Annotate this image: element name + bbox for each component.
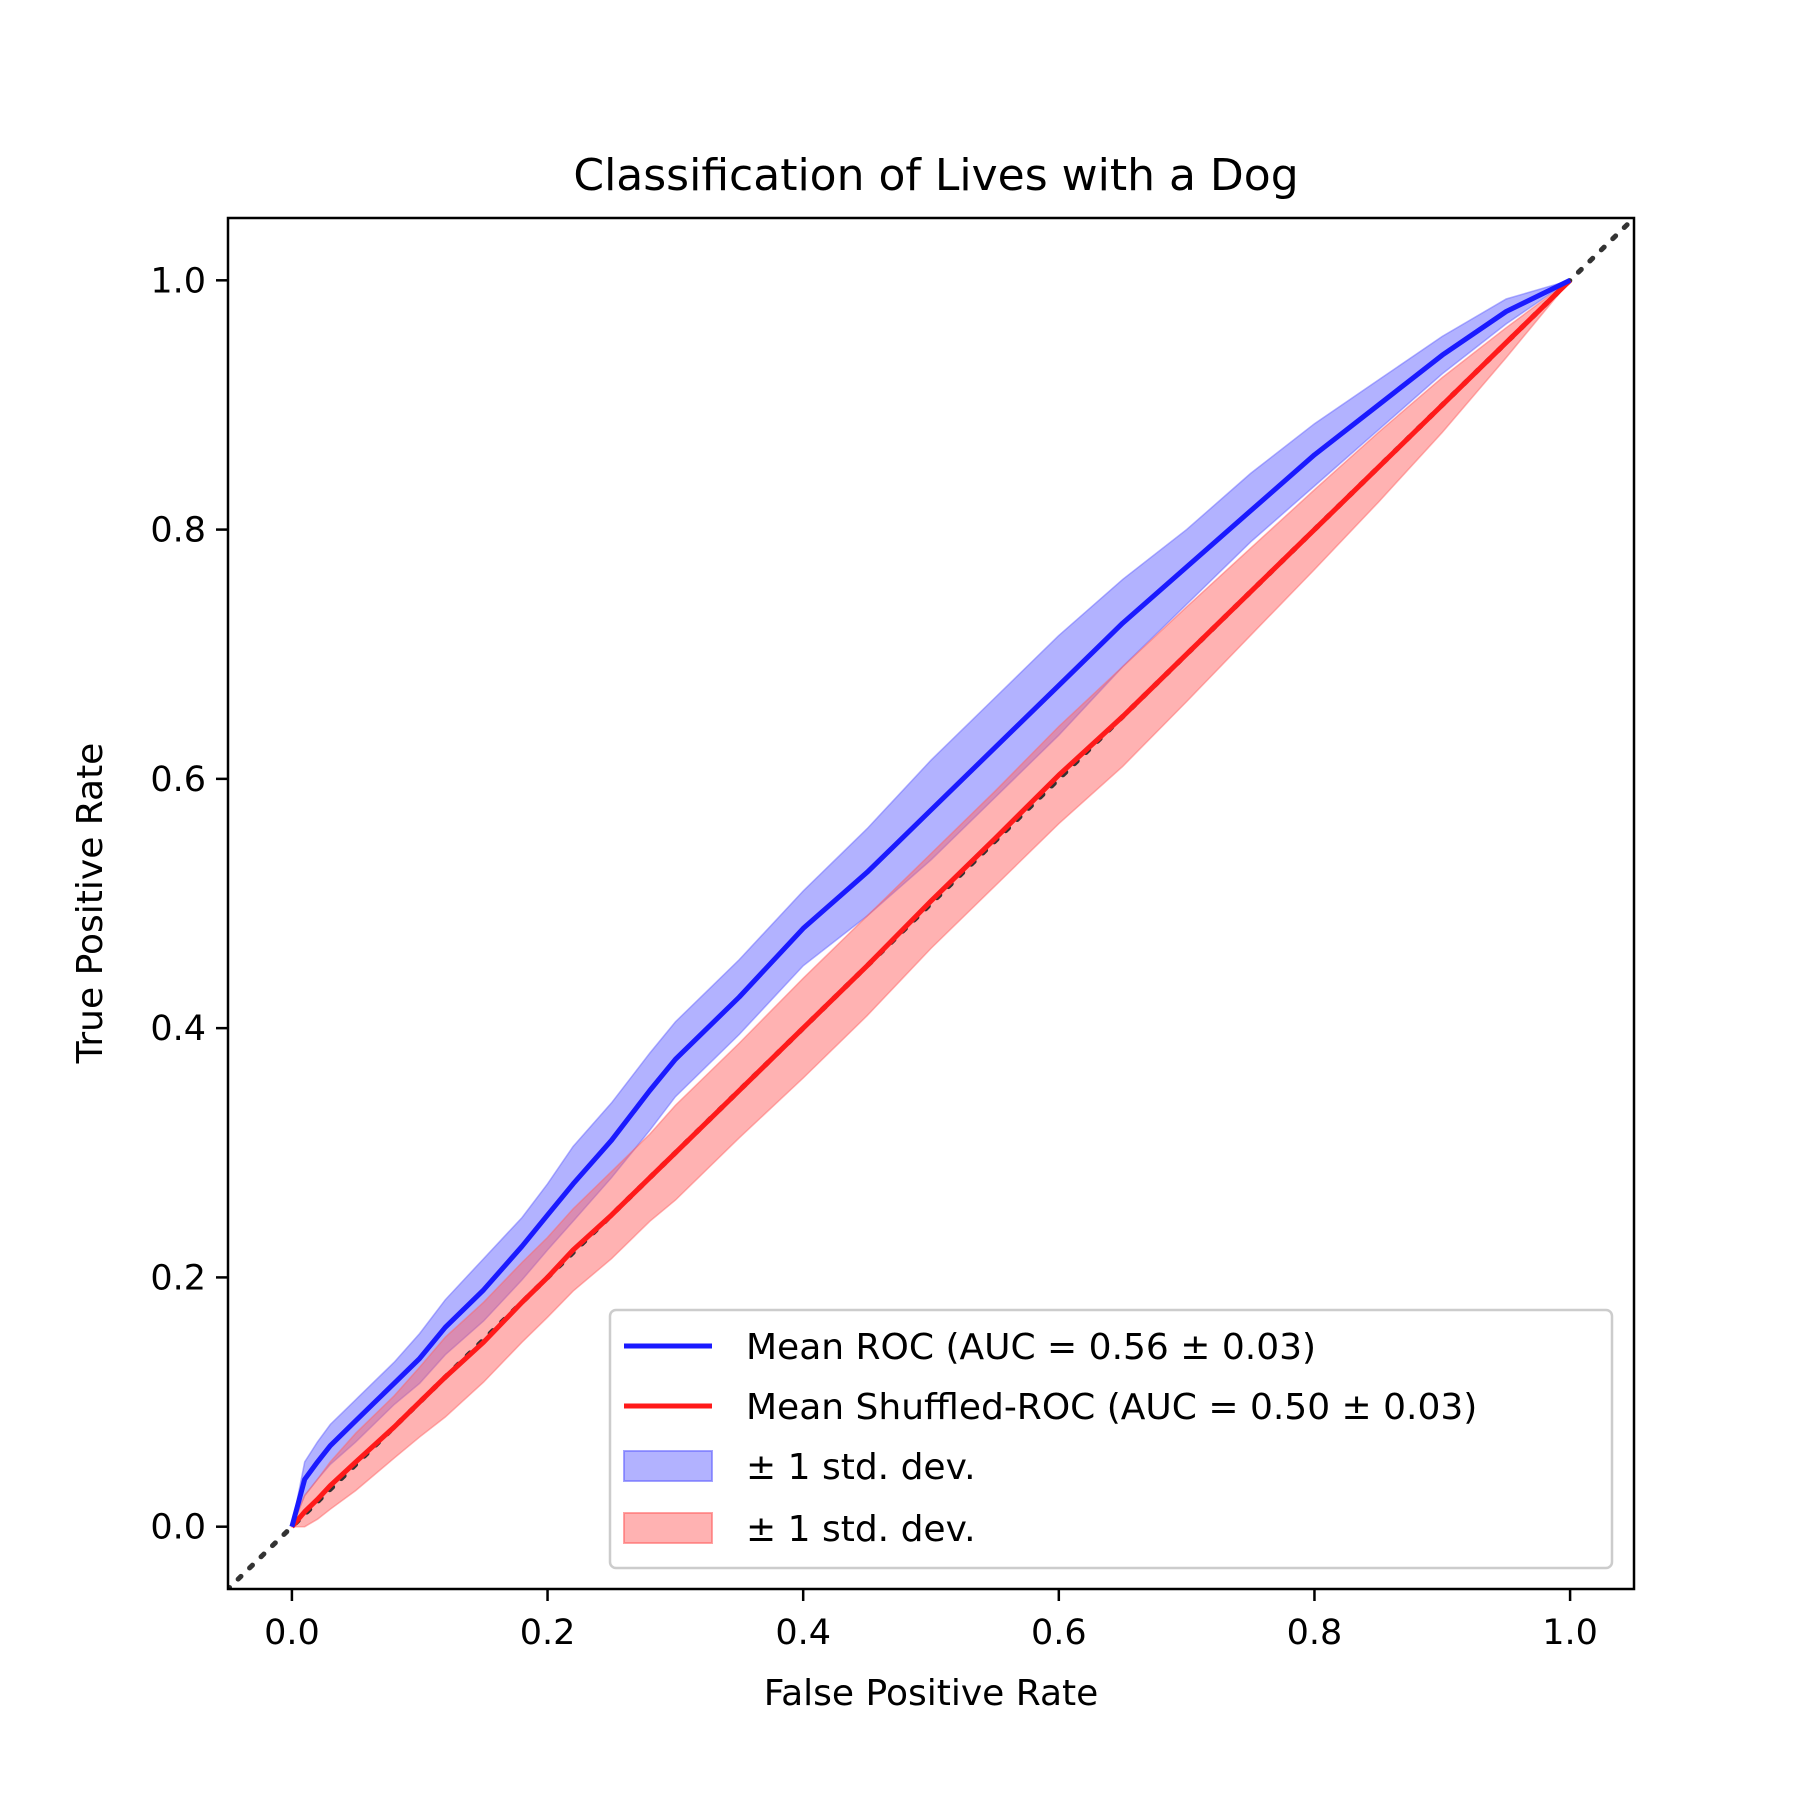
legend-label-shuffled-std: ± 1 std. dev. [746, 1509, 976, 1550]
x-axis-label: False Positive Rate [764, 1673, 1099, 1714]
y-tick-label: 0.2 [150, 1258, 206, 1298]
x-tick-label: 0.2 [520, 1613, 576, 1653]
y-tick-label: 0.4 [150, 1009, 206, 1049]
y-tick-label: 0.6 [150, 760, 206, 800]
x-tick-label: 0.0 [264, 1613, 320, 1653]
y-axis-label: True Positive Rate [70, 743, 111, 1065]
x-tick-label: 0.4 [775, 1613, 831, 1653]
legend-swatch-shuffled-std [623, 1512, 713, 1544]
y-axis: 0.0 0.2 0.4 0.6 0.8 1.0 [150, 261, 228, 1548]
legend-swatch-roc-std [623, 1450, 713, 1482]
x-tick-label: 0.8 [1287, 1613, 1343, 1653]
chart-title: Classification of Lives with a Dog [573, 150, 1298, 201]
x-tick-label: 0.6 [1031, 1613, 1087, 1653]
y-tick-label: 1.0 [150, 261, 206, 301]
mean-shuffled-roc-line [289, 278, 1572, 1529]
y-tick-label: 0.0 [150, 1508, 206, 1548]
axes-frame [226, 216, 1636, 1591]
legend-box [608, 1308, 1614, 1570]
x-tick-label: 1.0 [1542, 1613, 1598, 1653]
legend-label-roc-std: ± 1 std. dev. [746, 1447, 976, 1488]
legend-label-shuffled-roc: Mean Shuffled-ROC (AUC = 0.50 ± 0.03) [746, 1387, 1477, 1428]
legend-label-mean-roc: Mean ROC (AUC = 0.56 ± 0.03) [746, 1327, 1316, 1368]
mean-roc-line [289, 278, 1572, 1528]
x-axis: 0.0 0.2 0.4 0.6 0.8 1.0 [264, 1589, 1598, 1653]
y-tick-label: 0.8 [150, 511, 206, 551]
plot-area [228, 218, 1634, 1589]
legend: Mean ROC (AUC = 0.56 ± 0.03) Mean Shuffl… [608, 1308, 1614, 1570]
